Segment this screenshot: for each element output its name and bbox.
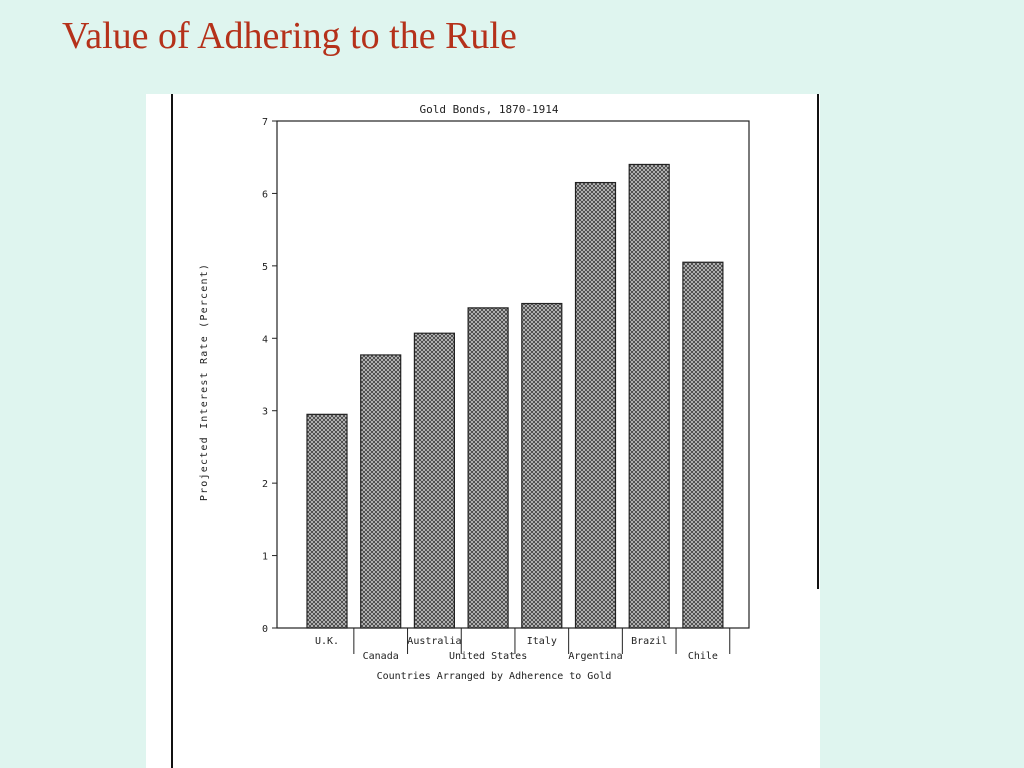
y-axis-label: Projected Interest Rate (Percent): [199, 263, 210, 501]
x-tick-label: Canada: [363, 651, 399, 662]
y-tick-label: 6: [262, 189, 268, 200]
x-tick-label: Australia: [407, 636, 461, 647]
bar: [360, 354, 402, 629]
x-tick-label: Italy: [527, 636, 557, 647]
chart-title: Gold Bonds, 1870-1914: [419, 103, 558, 116]
x-axis-label: Countries Arranged by Adherence to Gold: [377, 671, 612, 682]
bar: [413, 332, 455, 629]
bar-chart: Gold Bonds, 1870-1914 Projected Interest…: [171, 94, 819, 768]
plot-frame: [276, 120, 750, 629]
y-axis: 0 1 2 3 4 5 6 7: [262, 117, 277, 635]
y-tick-label: 1: [262, 552, 268, 563]
y-tick-label: 2: [262, 479, 268, 490]
x-tick-label: United States: [449, 651, 527, 662]
bar: [574, 181, 617, 629]
chart-figure: Gold Bonds, 1870-1914 Projected Interest…: [146, 94, 820, 768]
x-tick-label: Chile: [688, 651, 718, 662]
y-tick-label: 4: [262, 334, 268, 345]
bar: [682, 261, 724, 629]
x-tick-label: U.K.: [315, 636, 339, 647]
x-tick-label: Argentina: [568, 651, 622, 662]
y-tick-label: 7: [262, 117, 268, 128]
bars: [306, 163, 724, 629]
y-tick-label: 3: [262, 407, 268, 418]
x-tick-label: Brazil: [631, 636, 667, 647]
bar: [306, 413, 348, 629]
bar: [628, 163, 670, 629]
y-tick-label: 0: [262, 624, 268, 635]
bar: [467, 307, 509, 629]
slide-title: Value of Adhering to the Rule: [62, 15, 517, 57]
bar: [521, 302, 563, 629]
y-tick-label: 5: [262, 262, 268, 273]
